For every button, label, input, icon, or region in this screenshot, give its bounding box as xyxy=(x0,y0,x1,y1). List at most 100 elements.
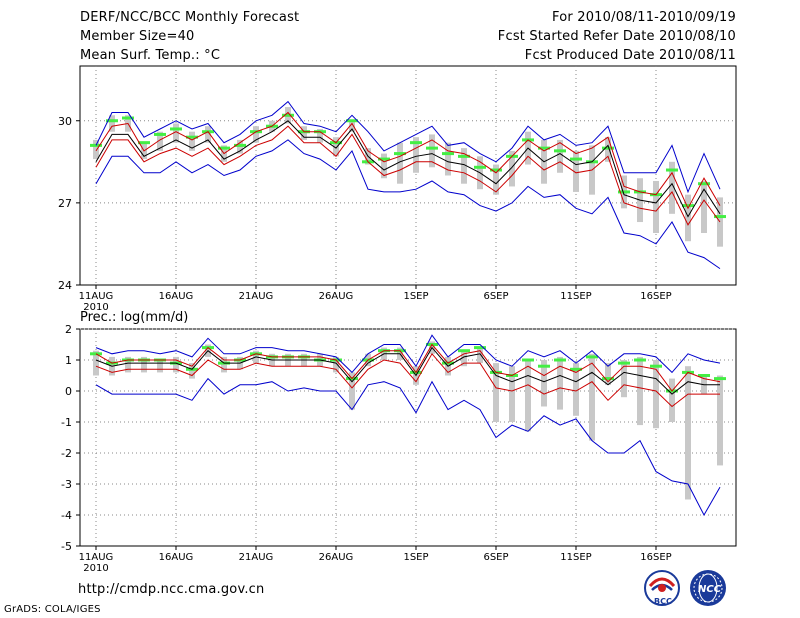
temp-x-year-label: 2010 xyxy=(83,302,108,313)
temp-box xyxy=(333,137,339,157)
prec-box xyxy=(477,347,483,364)
prec-y-tick-label: -4 xyxy=(61,509,72,522)
temp-box xyxy=(109,115,115,132)
prec-y-tick-label: 1 xyxy=(65,354,72,367)
temp-y-tick-label: 24 xyxy=(58,279,72,292)
prec-median-mark xyxy=(586,355,598,359)
forecast-produced-date: Fcst Produced Date 2010/08/11 xyxy=(524,48,736,63)
temp-box xyxy=(381,153,387,179)
prec-box xyxy=(669,378,675,422)
temp-box xyxy=(461,148,467,184)
temp-x-tick-label: 11AUG xyxy=(79,291,114,302)
temp-median-mark xyxy=(122,116,134,120)
temp-x-tick-label: 26AUG xyxy=(319,291,354,302)
prec-y-tick-label: -2 xyxy=(61,447,72,460)
temp-x-tick-label: 6SEP xyxy=(483,291,508,302)
temp-median-mark xyxy=(698,182,710,186)
temp-series-spread-line xyxy=(95,125,721,226)
prec-box xyxy=(637,356,643,426)
temp-median-mark xyxy=(554,149,566,153)
temp-box xyxy=(397,142,403,184)
prec-box xyxy=(717,375,723,466)
temp-median-mark xyxy=(714,215,726,219)
temp-box xyxy=(493,164,499,195)
temp-median-mark xyxy=(170,127,182,131)
temp-series-max-line xyxy=(95,100,721,194)
temp-median-mark xyxy=(138,141,150,145)
temp-box xyxy=(573,150,579,192)
prec-box xyxy=(125,356,131,373)
prec-box xyxy=(653,360,659,429)
prec-x-tick-label: 21AUG xyxy=(239,552,274,563)
temp-box xyxy=(653,180,659,233)
prec-box xyxy=(541,360,547,407)
chart-title: DERF/NCC/BCC Monthly Forecast xyxy=(80,10,300,25)
temp-box xyxy=(317,128,323,143)
prec-median-mark xyxy=(602,377,614,381)
temp-median-mark xyxy=(458,154,470,158)
temp-median-mark xyxy=(186,135,198,139)
prec-median-mark xyxy=(618,361,630,365)
prec-y-tick-label: -3 xyxy=(61,478,72,491)
bcc-logo-text: BCC xyxy=(654,597,672,606)
prec-series-spread-line xyxy=(95,343,721,392)
temp-box xyxy=(509,150,515,187)
temp-box xyxy=(157,131,163,151)
prec-median-mark xyxy=(634,358,646,362)
prec-series-mean-line xyxy=(95,346,720,395)
temp-box xyxy=(93,139,99,160)
prec-box xyxy=(493,363,499,422)
temp-box xyxy=(429,134,435,168)
temp-median-mark xyxy=(234,143,246,147)
temp-box xyxy=(173,123,179,143)
prec-y-tick-label: 2 xyxy=(65,323,72,336)
prec-box xyxy=(605,363,611,385)
prec-box xyxy=(221,356,227,373)
prec-series-spread-line xyxy=(95,352,720,408)
prec-median-mark xyxy=(554,358,566,362)
prec-x-tick-label: 26AUG xyxy=(319,552,354,563)
temp-box xyxy=(557,139,563,173)
temp-x-tick-label: 1SEP xyxy=(403,291,428,302)
temp-x-tick-label: 16SEP xyxy=(640,291,671,302)
prec-x-tick-label: 1SEP xyxy=(403,552,428,563)
prec-x-tick-label: 11SEP xyxy=(560,552,591,563)
prec-y-tick-label: 0 xyxy=(65,385,72,398)
temp-box xyxy=(253,126,259,143)
prec-y-tick-label: -1 xyxy=(61,416,72,429)
prec-panel: Prec.: log(mm/d) 11AUG 16AUG 21AUG 26AUG 1SEP… xyxy=(61,310,737,574)
temp-median-mark xyxy=(346,119,358,123)
source-url[interactable]: http://cmdp.ncc.cma.gov.cn xyxy=(78,582,265,597)
logos: BCC NCC xyxy=(644,570,726,606)
prec-series-max-line xyxy=(95,334,721,374)
temp-y-tick-label: 27 xyxy=(58,197,72,210)
temp-median-mark xyxy=(490,168,502,172)
temp-box xyxy=(717,197,723,247)
prec-median-mark xyxy=(538,364,550,368)
temp-x-tick-label: 16AUG xyxy=(159,291,194,302)
temp-median-mark xyxy=(442,152,454,156)
prec-box xyxy=(621,360,627,398)
temp-median-mark xyxy=(474,165,486,169)
temp-median-mark xyxy=(666,168,678,172)
prec-median-mark xyxy=(650,364,662,368)
prec-median-mark xyxy=(570,367,582,371)
temp-box xyxy=(189,131,195,151)
temp-median-mark xyxy=(154,132,166,136)
temp-median-mark xyxy=(538,146,550,150)
temp-median-mark xyxy=(410,141,422,145)
member-size-label: Member Size=40 xyxy=(80,29,195,44)
prec-box xyxy=(509,366,515,422)
prec-box xyxy=(173,356,179,373)
temp-median-mark xyxy=(602,146,614,150)
temp-median-mark xyxy=(618,190,630,194)
prec-series-min-line xyxy=(95,377,721,517)
prec-box xyxy=(141,356,147,373)
prec-y-tick-label: -5 xyxy=(61,540,72,553)
temp-median-mark xyxy=(426,146,438,150)
temp-x-tick-label: 21AUG xyxy=(239,291,274,302)
temp-median-mark xyxy=(682,204,694,208)
temp-x-tick-label: 11SEP xyxy=(560,291,591,302)
prec-x-tick-label: 6SEP xyxy=(483,552,508,563)
